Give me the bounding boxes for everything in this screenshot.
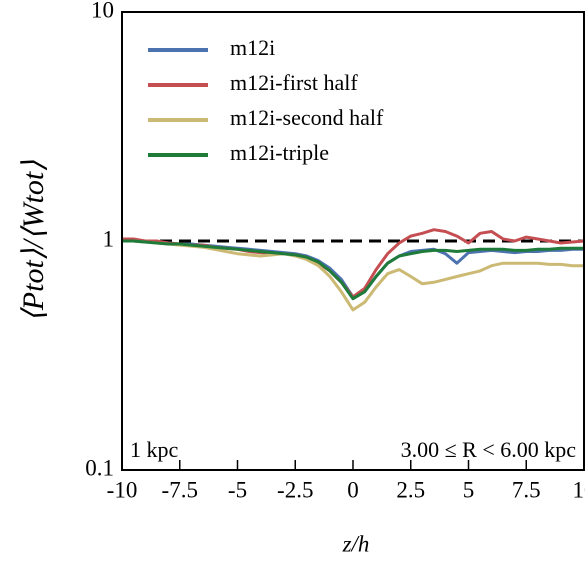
y-axis-label: ⟨Ptot⟩/⟨Wtot⟩	[17, 160, 50, 322]
plot-frame	[121, 11, 585, 471]
x-tick-label: 0	[347, 477, 359, 502]
legend-label: m12i-first half	[230, 70, 358, 95]
y-tick-label: 10	[91, 0, 114, 22]
x-tick-label: -2.5	[277, 477, 313, 502]
x-tick-label: -5	[228, 477, 247, 502]
annotation: 1 kpc	[130, 437, 179, 462]
x-tick-label: -7.5	[162, 477, 198, 502]
x-tick-label: 10	[573, 477, 585, 502]
legend-label: m12i-second half	[230, 105, 384, 130]
x-tick-label: 7.5	[512, 477, 541, 502]
series-line	[122, 239, 584, 301]
x-tick-label: 2.5	[396, 477, 425, 502]
y-tick-label: 0.1	[85, 455, 114, 480]
legend-label: m12i-triple	[230, 140, 329, 165]
series-line	[121, 238, 584, 299]
x-tick-label: 5	[463, 477, 475, 502]
x-axis-label: z/h	[342, 531, 370, 556]
annotation: 3.00 ≤ R < 6.00 kpc	[401, 437, 577, 462]
x-tick-label: -10	[107, 477, 138, 502]
legend-label: m12i	[230, 35, 275, 60]
y-tick-label: 1	[103, 226, 115, 251]
